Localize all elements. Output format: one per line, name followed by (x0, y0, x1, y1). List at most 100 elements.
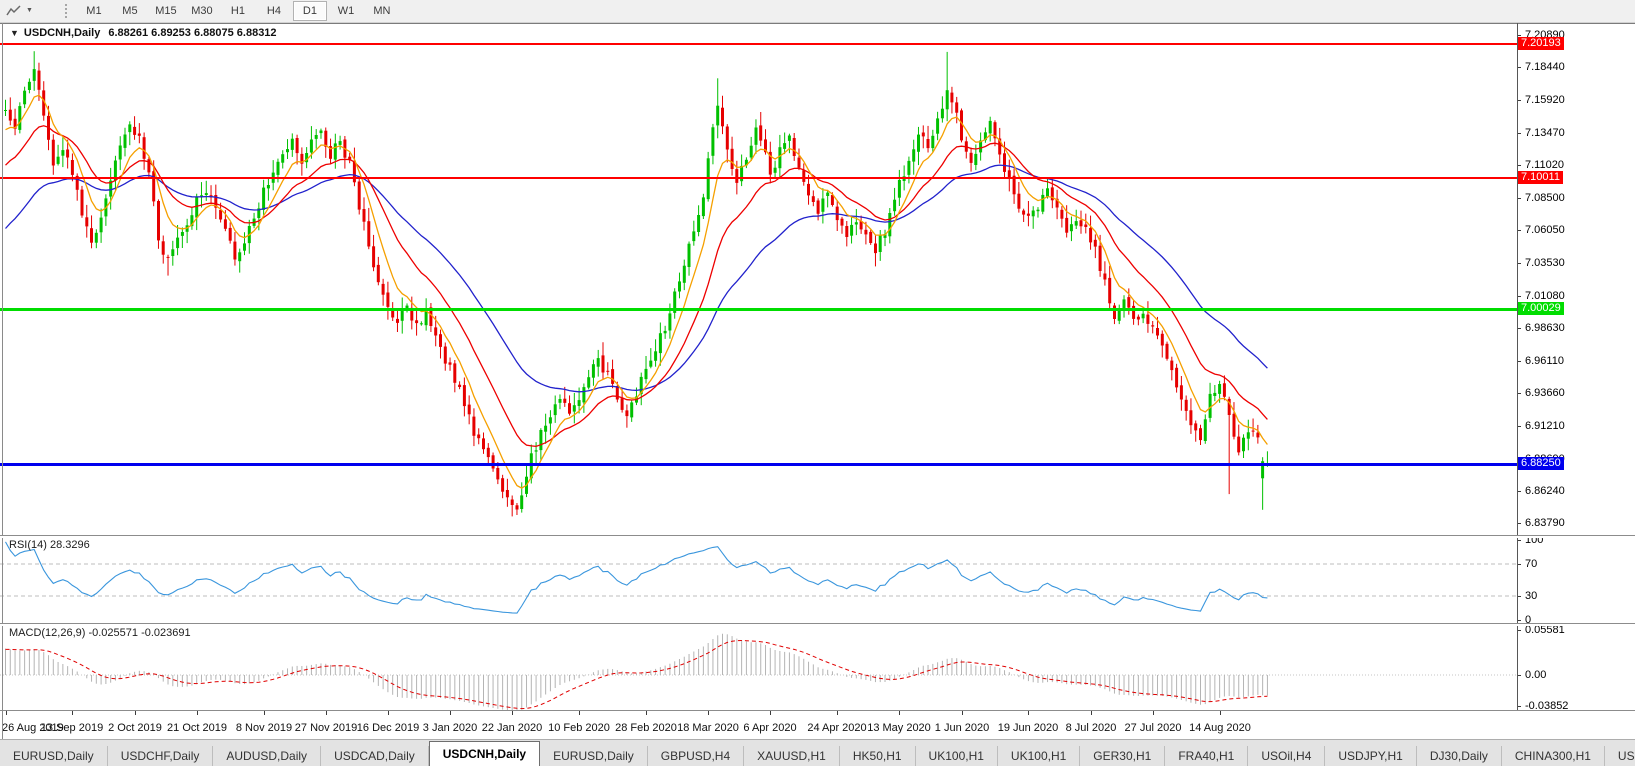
macd-indicator-panel[interactable] (0, 625, 1517, 710)
axis-tick-mark (1517, 620, 1521, 621)
macd-label: MACD(12,26,9) -0.025571 -0.023691 (9, 627, 191, 639)
chart-type-dropdown-icon[interactable]: ▼ (26, 7, 33, 14)
tab-usoil-h4[interactable]: USOil,H4 (1248, 746, 1326, 766)
date-axis-label: 3 Jan 2020 (422, 722, 478, 734)
axis-tick-mark (1517, 393, 1521, 395)
tab-usdcnh-daily[interactable]: USDCNH,Daily (428, 741, 541, 766)
symbol-dropdown-icon[interactable]: ▼ (10, 28, 19, 38)
date-axis-label: 28 Feb 2020 (615, 722, 677, 734)
date-tick-mark (708, 711, 709, 715)
price-axis-tick: 6.86240 (1525, 484, 1565, 497)
date-axis-label: 6 Apr 2020 (743, 722, 797, 734)
tab-audusd-daily[interactable]: AUDUSD,Daily (213, 746, 322, 766)
main-rsi-panel-divider[interactable] (0, 535, 1635, 538)
axis-tick-mark (1517, 629, 1521, 631)
date-tick-mark (6, 711, 7, 715)
timeframe-buttons: M1 M5 M15 M30 H1 H4 D1 W1 MN (76, 1, 400, 21)
date-axis-label: 14 Aug 2020 (1189, 722, 1251, 734)
date-tick-mark (264, 711, 265, 715)
tab-eurusd-daily[interactable]: EURUSD,Daily (540, 746, 648, 766)
price-axis-tick: 0.00 (1525, 669, 1547, 681)
timeframe-button-w1[interactable]: W1 (337, 5, 355, 17)
tab-hk50-h1[interactable]: HK50,H1 (840, 746, 916, 766)
date-tick-mark (512, 711, 513, 715)
chart-type-glyph (6, 5, 21, 16)
date-axis-label: 13 May 2020 (867, 722, 931, 734)
axis-tick-mark (1517, 425, 1521, 427)
price-axis-tick: 7.03530 (1525, 257, 1565, 270)
tab-usdchf-daily[interactable]: USDCHF,Daily (108, 746, 214, 766)
axis-tick-mark (1517, 132, 1521, 134)
tab-uk100-h1[interactable]: UK100,H1 (998, 746, 1081, 766)
price-axis-tick: 7.06050 (1525, 224, 1565, 237)
toolbar-grip-handle[interactable] (64, 4, 67, 18)
axis-tick-mark (1517, 361, 1521, 363)
date-tick-mark (899, 711, 900, 715)
tab-dj30-daily[interactable]: DJ30,Daily (1417, 746, 1502, 766)
date-tick-mark (72, 711, 73, 715)
date-tick-mark (326, 711, 327, 715)
axis-tick-mark (1517, 198, 1521, 199)
price-axis-tick: 7.13470 (1525, 126, 1565, 139)
price-axis[interactable]: 7.20890 7.18440 7.15920 7.13470 7.11020 7.085… (1517, 23, 1635, 739)
macd-dateaxis-divider (0, 710, 1635, 711)
timeframe-button-mn[interactable]: MN (373, 5, 391, 17)
date-axis-label: 26 Aug 2019 (2, 722, 64, 734)
chart-title-ohlc: 6.88261 6.89253 6.88075 6.88312 (108, 27, 277, 39)
price-axis-separator (1517, 23, 1518, 710)
date-tick-mark (197, 711, 198, 715)
date-tick-mark (135, 711, 136, 715)
price-level-label: 7.00029 (1518, 302, 1564, 316)
main-price-chart[interactable] (0, 24, 1517, 535)
date-axis-label: 1 Jun 2020 (934, 722, 990, 734)
chart-type-icon[interactable] (3, 3, 25, 19)
axis-tick-mark (1517, 596, 1521, 597)
date-axis-label: 27 Nov 2019 (294, 722, 358, 734)
price-axis-tick: 7.08500 (1525, 192, 1565, 204)
timeframe-button-m30[interactable]: M30 (191, 5, 213, 17)
tab-usdjpy-h1[interactable]: USDJPY,H1 (1325, 746, 1417, 766)
price-axis-tick: 6.96110 (1525, 355, 1564, 368)
timeframe-button-d1[interactable]: D1 (292, 1, 327, 21)
date-tick-mark (837, 711, 838, 715)
date-axis-label: 27 Jul 2020 (1124, 722, 1182, 734)
date-tick-mark (962, 711, 963, 715)
date-axis-label: 21 Oct 2019 (167, 722, 227, 734)
price-axis-tick: 70 (1525, 558, 1538, 570)
chart-title: ▼ USDCNH,Daily 6.88261 6.89253 6.88075 6.8… (10, 27, 277, 39)
price-axis-tick: 7.01080 (1525, 289, 1565, 302)
axis-tick-mark (1517, 67, 1521, 69)
tab-usdcad-daily[interactable]: USDCAD,Daily (321, 746, 429, 766)
rsi-indicator-panel[interactable] (0, 537, 1517, 623)
price-axis-tick: -0.03852 (1525, 700, 1569, 713)
date-axis-label: 13 Sep 2019 (40, 722, 104, 734)
tab-uk100-h1[interactable]: UK100,H1 (916, 746, 998, 766)
axis-tick-mark (1517, 540, 1521, 541)
timeframe-button-m5[interactable]: M5 (122, 5, 138, 17)
timeframe-button-m1[interactable]: M1 (86, 5, 102, 17)
tab-eurusd-daily[interactable]: EURUSD,Daily (0, 746, 108, 766)
rsi-macd-panel-divider[interactable] (0, 623, 1635, 626)
axis-tick-mark (1517, 490, 1521, 492)
timeframe-button-h1[interactable]: H1 (230, 5, 245, 17)
tab-ger30-h1[interactable]: GER30,H1 (1080, 746, 1166, 766)
axis-tick-mark (1517, 164, 1521, 166)
date-axis-label: 8 Jul 2020 (1065, 722, 1117, 734)
axis-tick-mark (1517, 100, 1521, 102)
tab-xauusd-h1[interactable]: XAUUSD,H1 (744, 746, 840, 766)
price-axis-tick: 6.91210 (1525, 419, 1565, 432)
tab-usoil-h1[interactable]: USOil,H1 (1605, 746, 1635, 766)
date-tick-mark (579, 711, 580, 715)
axis-tick-mark (1517, 675, 1521, 676)
tab-gbpusd-h4[interactable]: GBPUSD,H4 (648, 746, 745, 766)
rsi-label: RSI(14) 28.3296 (9, 539, 90, 551)
date-axis-label: 2 Oct 2019 (108, 722, 162, 734)
price-level-label: 6.88250 (1518, 457, 1564, 471)
tab-china300-h1[interactable]: CHINA300,H1 (1502, 746, 1605, 766)
axis-tick-mark (1517, 523, 1521, 525)
timeframe-button-h4[interactable]: H4 (266, 5, 281, 17)
chart-title-symbol: USDCNH,Daily (23, 27, 101, 39)
timeframe-button-m15[interactable]: M15 (155, 5, 177, 17)
tab-fra40-h1[interactable]: FRA40,H1 (1165, 746, 1249, 766)
